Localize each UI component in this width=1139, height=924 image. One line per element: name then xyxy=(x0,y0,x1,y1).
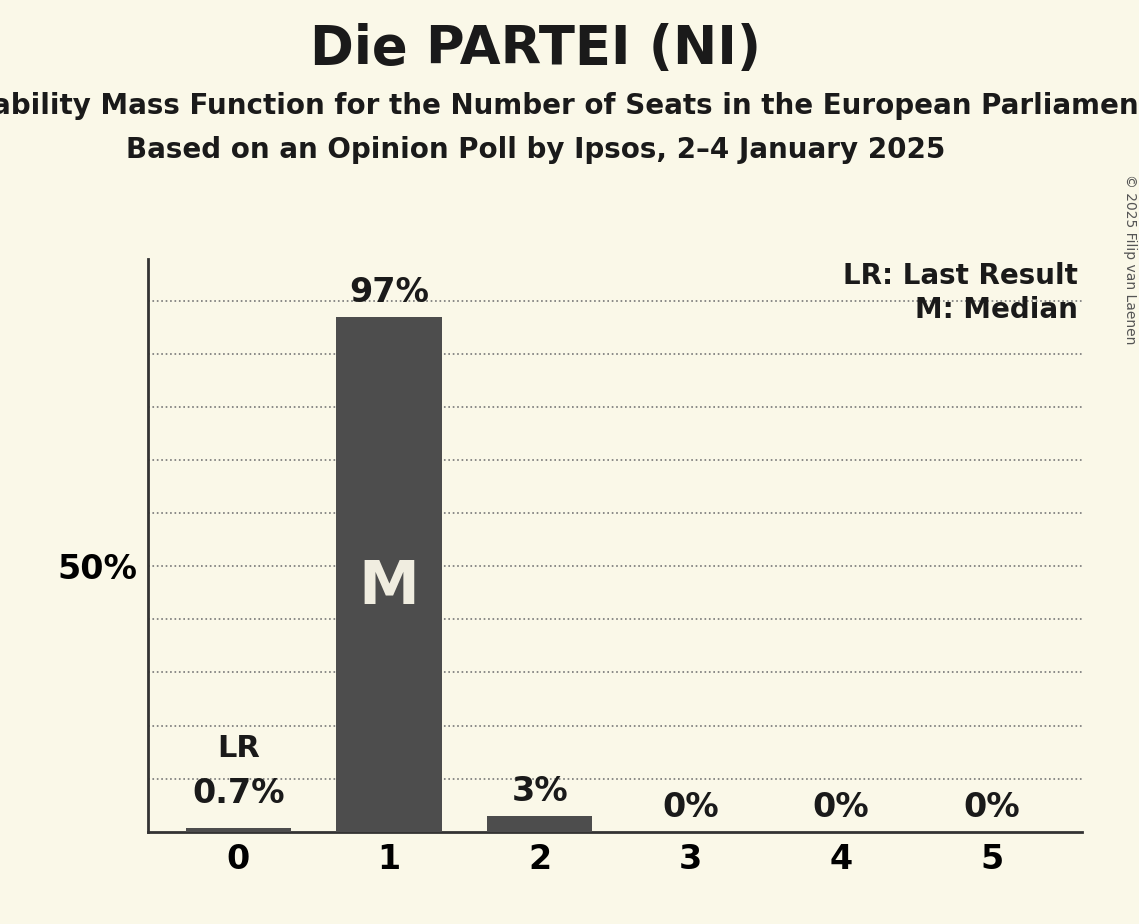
Text: LR: LR xyxy=(218,734,260,762)
Bar xyxy=(487,816,592,832)
Bar xyxy=(186,828,292,832)
Text: 97%: 97% xyxy=(350,276,429,310)
Bar xyxy=(336,317,442,832)
Text: Die PARTEI (NI): Die PARTEI (NI) xyxy=(310,23,761,75)
Text: M: M xyxy=(359,558,419,617)
Text: M: Median: M: Median xyxy=(915,296,1077,324)
Text: 0%: 0% xyxy=(964,791,1021,823)
Text: 0.7%: 0.7% xyxy=(192,777,285,810)
Text: Probability Mass Function for the Number of Seats in the European Parliament: Probability Mass Function for the Number… xyxy=(0,92,1139,120)
Text: 0%: 0% xyxy=(813,791,869,823)
Text: © 2025 Filip van Laenen: © 2025 Filip van Laenen xyxy=(1123,174,1137,344)
Text: Based on an Opinion Poll by Ipsos, 2–4 January 2025: Based on an Opinion Poll by Ipsos, 2–4 J… xyxy=(125,136,945,164)
Text: 0%: 0% xyxy=(662,791,719,823)
Text: LR: Last Result: LR: Last Result xyxy=(843,261,1077,289)
Text: 3%: 3% xyxy=(511,774,568,808)
